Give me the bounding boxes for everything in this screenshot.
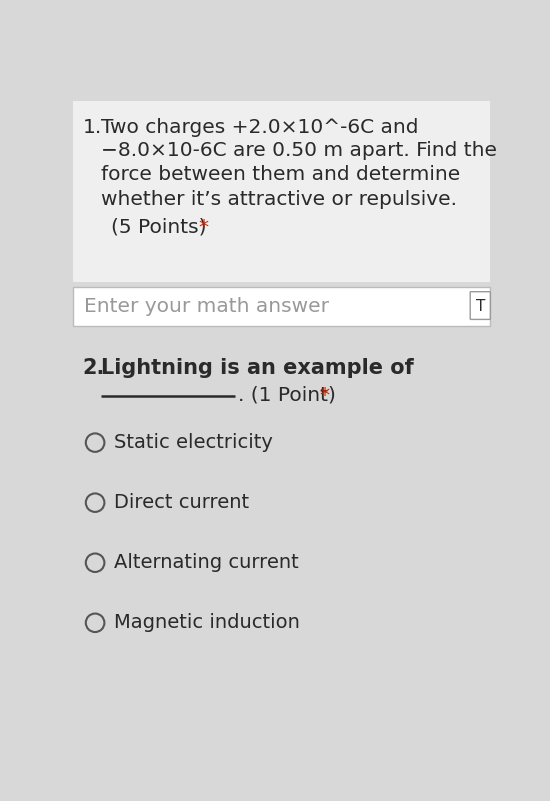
FancyBboxPatch shape [470,292,491,320]
Text: Two charges +2.0×10^-6C and: Two charges +2.0×10^-6C and [101,118,419,137]
Text: *: * [198,218,208,237]
Text: whether it’s attractive or repulsive.: whether it’s attractive or repulsive. [101,190,457,209]
Circle shape [86,553,104,572]
Text: Alternating current: Alternating current [114,553,299,572]
Text: −8.0×10-6C are 0.50 m apart. Find the: −8.0×10-6C are 0.50 m apart. Find the [101,141,497,159]
Circle shape [86,433,104,452]
Text: Direct current: Direct current [114,493,249,512]
Text: Magnetic induction: Magnetic induction [114,614,300,632]
Text: (5 Points): (5 Points) [111,218,207,237]
Text: T: T [476,299,485,314]
Circle shape [86,493,104,512]
Text: Enter your math answer: Enter your math answer [84,297,329,316]
Text: Lightning is an example of: Lightning is an example of [101,358,414,378]
Circle shape [86,614,104,632]
Text: *: * [320,385,330,405]
Text: Static electricity: Static electricity [114,433,273,452]
Text: 1.: 1. [82,118,102,137]
FancyBboxPatch shape [73,101,491,282]
FancyBboxPatch shape [73,287,491,325]
Text: 2.: 2. [82,358,105,378]
Text: . (1 Point): . (1 Point) [238,385,336,405]
Text: force between them and determine: force between them and determine [101,166,460,184]
